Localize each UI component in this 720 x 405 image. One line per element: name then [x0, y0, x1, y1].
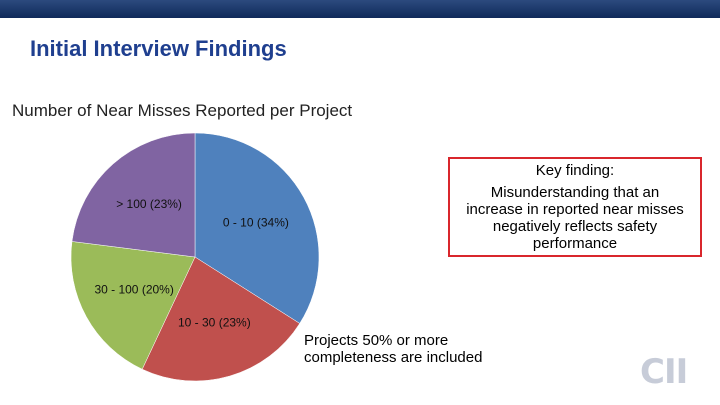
callout-body: Misunderstanding that an increase in rep… [466, 184, 684, 252]
slice-value-label: (20%) [142, 283, 174, 297]
slice-value-label: (23%) [150, 197, 182, 211]
pie-slice [70, 241, 196, 370]
note: Projects 50% or more completeness are in… [304, 332, 483, 366]
slice-category: 0 - 10 [223, 216, 254, 230]
callout-box: Key finding: Misunderstanding that an in… [448, 157, 702, 257]
chart-title: Number of Near Misses Reported per Proje… [12, 101, 353, 120]
slice-label: 0 - 10 (34%) [223, 216, 289, 230]
callout-heading: Key finding: [535, 162, 615, 179]
header-band [0, 0, 720, 18]
slice-category: 10 - 30 [178, 316, 216, 330]
pie-slice [194, 132, 320, 324]
pie-slice [141, 256, 301, 382]
slice-value-label: (23%) [219, 316, 251, 330]
slide-title: Initial Interview Findings [30, 36, 287, 61]
pie-slice [71, 132, 196, 258]
slice-category: 30 - 100 [94, 283, 138, 297]
slice-value-label: (34%) [257, 216, 289, 230]
logo: CII [640, 352, 688, 392]
slice-label: 10 - 30 (23%) [178, 316, 251, 330]
slice-label: > 100 (23%) [116, 197, 182, 211]
slice-label: 30 - 100 (20%) [94, 283, 173, 297]
slice-category: > 100 [116, 197, 147, 211]
